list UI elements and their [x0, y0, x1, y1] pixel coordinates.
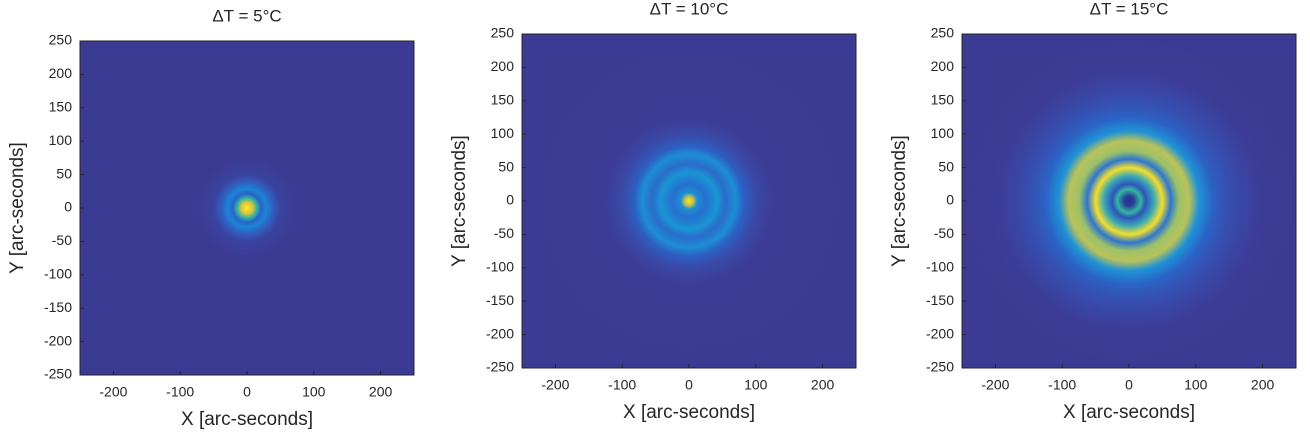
x-tick-label: -200	[99, 384, 127, 400]
y-tick-label: 250	[931, 25, 955, 41]
x-tick-label: 0	[685, 377, 693, 393]
heatmap-image	[522, 34, 856, 368]
chart-title: ΔT = 10°C	[650, 0, 729, 18]
y-tick-label: -250	[44, 366, 72, 382]
x-tick-label: 200	[811, 377, 835, 393]
y-tick-label: 100	[931, 125, 955, 141]
chart-title: ΔT = 5°C	[212, 6, 281, 25]
y-tick-label: -150	[44, 299, 72, 315]
x-tick-label: 0	[1125, 377, 1133, 393]
y-tick-label: 50	[938, 158, 954, 174]
y-tick-label: 200	[931, 58, 955, 74]
y-tick-label: -150	[926, 292, 954, 308]
y-tick-label: -50	[494, 225, 514, 241]
y-tick-label: 0	[946, 192, 954, 208]
x-tick-label: -200	[541, 377, 569, 393]
y-axis-label: Y [arc-seconds]	[7, 142, 28, 274]
heatmap-image	[80, 41, 414, 375]
y-tick-label: -100	[44, 266, 72, 282]
y-tick-label: 50	[498, 158, 514, 174]
y-tick-label: 250	[491, 25, 515, 41]
y-tick-label: 150	[931, 92, 955, 108]
y-tick-label: -250	[926, 359, 954, 375]
x-axis-label: X [arc-seconds]	[623, 402, 755, 423]
y-tick-label: -100	[926, 259, 954, 275]
x-tick-label: 200	[1251, 377, 1275, 393]
y-tick-label: 150	[49, 99, 73, 115]
y-tick-label: 0	[64, 199, 72, 215]
y-tick-label: 250	[49, 32, 73, 48]
chart-title: ΔT = 15°C	[1090, 0, 1169, 18]
y-tick-label: -150	[486, 292, 514, 308]
y-axis-label: Y [arc-seconds]	[889, 135, 910, 267]
x-tick-label: -100	[608, 377, 636, 393]
x-tick-label: 100	[744, 377, 768, 393]
x-tick-label: -100	[1048, 377, 1076, 393]
x-tick-label: 100	[1184, 377, 1208, 393]
y-tick-label: 100	[491, 125, 515, 141]
x-tick-label: -200	[981, 377, 1009, 393]
heatmap-image	[962, 34, 1296, 368]
x-tick-label: -100	[166, 384, 194, 400]
y-tick-label: -250	[486, 359, 514, 375]
y-tick-label: 50	[56, 165, 72, 181]
y-tick-label: 150	[491, 92, 515, 108]
x-tick-label: 0	[243, 384, 251, 400]
y-tick-label: -200	[926, 325, 954, 341]
y-tick-label: -50	[52, 232, 72, 248]
y-tick-label: 200	[49, 65, 73, 81]
y-tick-label: 200	[491, 58, 515, 74]
y-tick-label: -100	[486, 259, 514, 275]
x-tick-label: 200	[369, 384, 393, 400]
y-tick-label: -200	[44, 332, 72, 348]
y-axis-label: Y [arc-seconds]	[449, 135, 470, 267]
y-tick-label: -50	[934, 225, 954, 241]
y-tick-label: 0	[506, 192, 514, 208]
y-tick-label: 100	[49, 132, 73, 148]
x-axis-label: X [arc-seconds]	[181, 409, 313, 430]
x-axis-label: X [arc-seconds]	[1063, 402, 1195, 423]
y-tick-label: -200	[486, 325, 514, 341]
x-tick-label: 100	[302, 384, 326, 400]
